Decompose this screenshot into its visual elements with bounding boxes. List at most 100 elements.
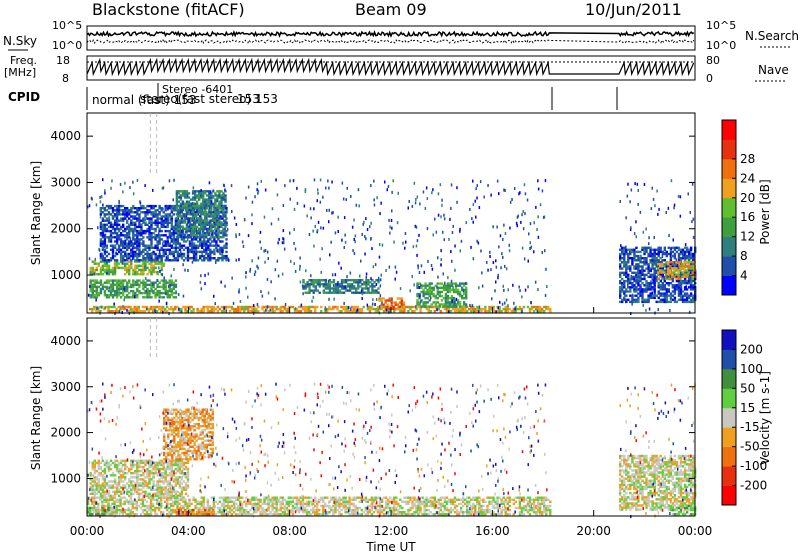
velocity-cell bbox=[200, 504, 203, 508]
power-cell bbox=[105, 305, 108, 309]
power-cell bbox=[205, 236, 208, 239]
power-cell bbox=[422, 288, 425, 292]
power-cell bbox=[177, 293, 180, 297]
power-cell bbox=[292, 179, 295, 183]
power-cell bbox=[212, 204, 215, 208]
power-cell bbox=[545, 307, 548, 311]
power-cell bbox=[456, 200, 458, 204]
velocity-cell bbox=[206, 502, 209, 506]
power-cell bbox=[621, 288, 624, 291]
power-cell bbox=[205, 257, 208, 260]
power-cell bbox=[180, 234, 182, 238]
power-cell bbox=[134, 268, 137, 272]
power-cell bbox=[472, 307, 475, 311]
power-cell bbox=[161, 186, 164, 190]
power-cell bbox=[456, 301, 460, 304]
velocity-cell bbox=[121, 513, 124, 516]
power-cell bbox=[669, 297, 672, 301]
power-cell bbox=[124, 262, 127, 265]
power-cell bbox=[201, 259, 204, 262]
power-cell bbox=[322, 195, 324, 199]
power-cell bbox=[647, 300, 650, 304]
power-cell bbox=[106, 271, 108, 275]
power-cell bbox=[136, 260, 139, 263]
velocity-cell bbox=[281, 513, 284, 516]
power-cell bbox=[620, 244, 622, 248]
velocity-cell bbox=[243, 511, 246, 514]
power-cell bbox=[273, 310, 276, 313]
power-cell bbox=[202, 310, 205, 313]
power-cell bbox=[99, 211, 103, 214]
power-cell bbox=[350, 195, 352, 198]
power-cell bbox=[170, 209, 173, 212]
power-cell bbox=[115, 225, 119, 229]
power-cell bbox=[630, 188, 633, 192]
power-cell bbox=[271, 305, 274, 309]
power-cell bbox=[689, 265, 692, 268]
power-cell bbox=[375, 279, 378, 282]
velocity-cell bbox=[151, 498, 155, 501]
velocity-cell bbox=[263, 498, 266, 501]
velocity-cell bbox=[222, 498, 226, 501]
power-cell bbox=[206, 212, 209, 216]
velocity-cell bbox=[283, 498, 286, 501]
power-cell bbox=[267, 310, 270, 313]
power-cell bbox=[136, 209, 139, 212]
power-cell bbox=[411, 275, 413, 278]
power-cell bbox=[142, 244, 145, 247]
power-cell bbox=[179, 190, 183, 193]
power-cell bbox=[346, 186, 348, 190]
power-cell bbox=[635, 300, 638, 304]
power-cell bbox=[212, 223, 215, 226]
power-cell bbox=[459, 310, 463, 313]
power-cell bbox=[190, 240, 194, 243]
power-cell bbox=[261, 307, 264, 311]
power-cell bbox=[637, 288, 640, 291]
power-cell bbox=[661, 282, 664, 285]
power-cell bbox=[101, 223, 105, 226]
power-cell bbox=[687, 271, 690, 274]
power-cell bbox=[673, 263, 677, 266]
velocity-cell bbox=[251, 513, 254, 516]
power-cell bbox=[136, 246, 139, 249]
power-cell bbox=[484, 310, 487, 313]
power-cell bbox=[124, 217, 127, 220]
power-cell bbox=[679, 298, 683, 301]
power-cell bbox=[451, 299, 453, 303]
power-cell bbox=[203, 236, 206, 239]
power-cell bbox=[182, 252, 186, 256]
power-cell bbox=[144, 244, 147, 247]
velocity-cell bbox=[200, 513, 203, 516]
power-cell bbox=[499, 234, 502, 238]
velocity-cell bbox=[237, 504, 240, 508]
velocity-cell bbox=[129, 496, 132, 499]
power-cell bbox=[198, 310, 201, 313]
power-cell bbox=[630, 274, 632, 278]
power-cell bbox=[401, 305, 404, 309]
power-cell bbox=[172, 287, 175, 291]
velocity-cell bbox=[263, 500, 266, 503]
power-cell bbox=[671, 298, 675, 301]
power-cell bbox=[199, 257, 202, 260]
power-cell bbox=[482, 307, 485, 311]
power-cell bbox=[177, 210, 181, 214]
power-cell bbox=[210, 215, 213, 218]
nave-tick-high: 80 bbox=[706, 54, 720, 67]
velocity-cell bbox=[218, 508, 222, 512]
power-cell bbox=[192, 244, 196, 247]
velocity-cell bbox=[129, 498, 132, 501]
power-cell bbox=[472, 305, 475, 309]
power-cell bbox=[424, 303, 427, 306]
power-cell bbox=[156, 254, 159, 258]
power-cell bbox=[663, 284, 666, 287]
power-cell bbox=[224, 198, 227, 201]
power-cell bbox=[212, 213, 215, 216]
power-cell bbox=[138, 229, 141, 233]
power-cell bbox=[384, 180, 386, 184]
power-cell bbox=[150, 257, 153, 260]
power-cell bbox=[204, 305, 207, 309]
power-cell bbox=[193, 215, 197, 218]
power-cell bbox=[168, 285, 171, 289]
power-cell bbox=[318, 281, 321, 284]
power-cell bbox=[337, 215, 339, 219]
